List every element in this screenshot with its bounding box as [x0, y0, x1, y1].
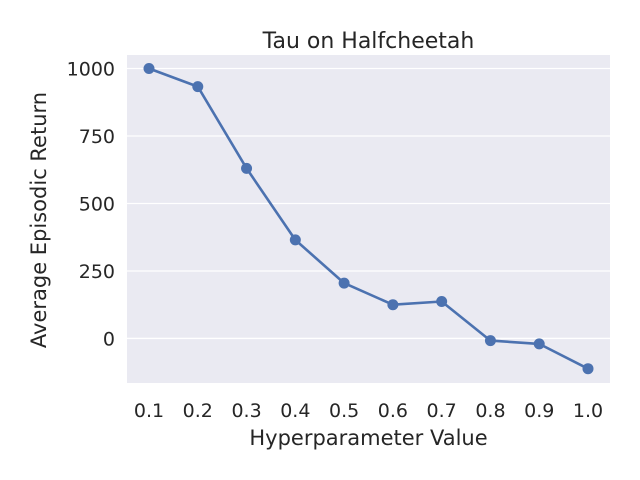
y-tick-labels: 0 250 500 750 1000 [67, 58, 115, 350]
x-tick-label: 0.3 [231, 400, 261, 422]
x-tick-label: 0.2 [183, 400, 213, 422]
y-tick-label: 250 [79, 261, 115, 283]
x-tick-label: 0.9 [524, 400, 554, 422]
y-tick-label: 500 [79, 193, 115, 215]
x-tick-label: 0.7 [427, 400, 457, 422]
x-tick-label: 0.6 [378, 400, 408, 422]
x-tick-label: 0.5 [329, 400, 359, 422]
data-point [192, 81, 204, 93]
x-tick-label: 0.4 [280, 400, 310, 422]
series-line [147, 67, 590, 371]
x-tick-labels: 0.1 0.2 0.3 0.4 0.5 0.6 0.7 0.8 0.9 1.0 [134, 400, 603, 422]
data-point [338, 277, 350, 289]
y-axis-label: Average Episodic Return [27, 92, 51, 348]
y-tick-label: 0 [103, 328, 115, 350]
data-point [436, 295, 448, 307]
data-point [143, 62, 155, 74]
data-point [582, 363, 594, 375]
x-tick-label: 1.0 [573, 400, 603, 422]
data-point [241, 162, 253, 174]
chart-title: Tau on Halfcheetah [262, 29, 475, 54]
data-point [533, 338, 545, 350]
data-point [484, 335, 496, 347]
plot-background [127, 55, 610, 383]
data-points [143, 62, 594, 375]
y-tick-label: 750 [79, 126, 115, 148]
x-tick-label: 0.8 [475, 400, 505, 422]
x-tick-label: 0.1 [134, 400, 164, 422]
y-tick-label: 1000 [67, 58, 115, 80]
x-axis-label: Hyperparameter Value [249, 426, 487, 450]
grid-lines [127, 67, 610, 340]
data-point [387, 299, 399, 311]
data-point [289, 234, 301, 246]
